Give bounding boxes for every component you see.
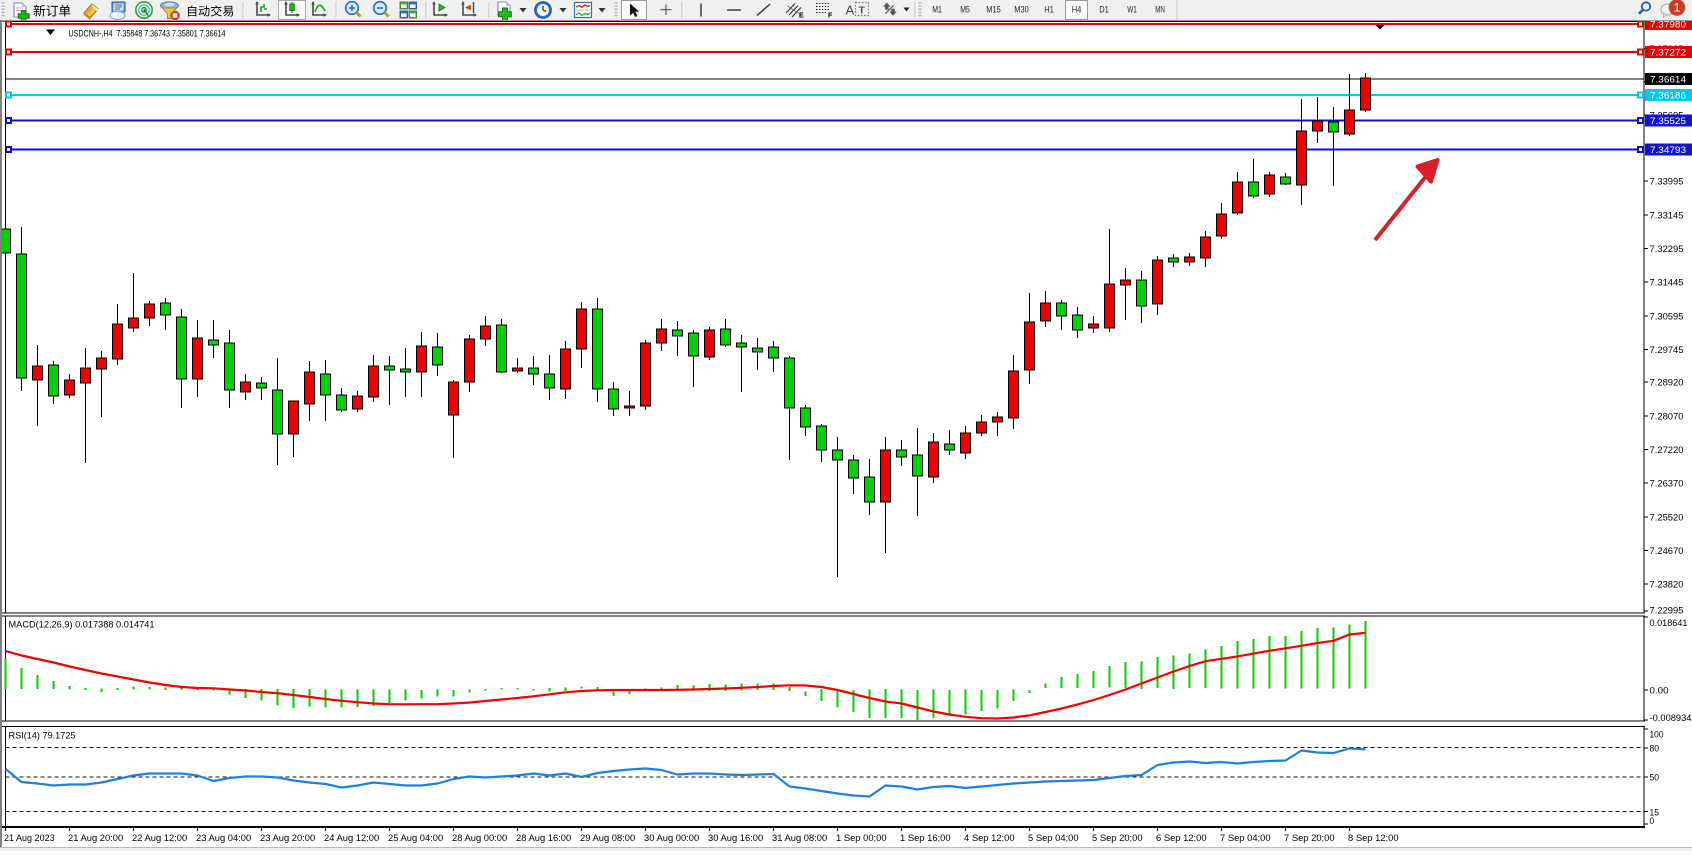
svg-text:7.36186: 7.36186 bbox=[1650, 91, 1686, 102]
svg-text:31 Aug 08:00: 31 Aug 08:00 bbox=[772, 833, 827, 844]
svg-text:6 Sep 12:00: 6 Sep 12:00 bbox=[1156, 833, 1207, 844]
svg-text:1: 1 bbox=[1674, 1, 1681, 15]
svg-text:7.37272: 7.37272 bbox=[1650, 48, 1686, 59]
svg-text:F: F bbox=[828, 13, 833, 20]
svg-text:30 Aug 00:00: 30 Aug 00:00 bbox=[644, 833, 699, 844]
svg-text:M1: M1 bbox=[932, 5, 942, 16]
svg-text:22 Aug 12:00: 22 Aug 12:00 bbox=[132, 833, 187, 844]
svg-text:M15: M15 bbox=[986, 5, 1000, 16]
svg-text:7.29745: 7.29745 bbox=[1650, 345, 1684, 356]
svg-text:5 Sep 20:00: 5 Sep 20:00 bbox=[1092, 833, 1143, 844]
svg-text:21 Aug 20:00: 21 Aug 20:00 bbox=[68, 833, 123, 844]
svg-text:0.00: 0.00 bbox=[1650, 686, 1669, 697]
svg-text:50: 50 bbox=[1650, 773, 1660, 784]
svg-text:7.36614: 7.36614 bbox=[1650, 75, 1686, 86]
svg-text:23 Aug 04:00: 23 Aug 04:00 bbox=[196, 833, 251, 844]
svg-text:7.24670: 7.24670 bbox=[1650, 546, 1684, 557]
svg-text:0.018641: 0.018641 bbox=[1650, 618, 1688, 629]
svg-text:7.22995: 7.22995 bbox=[1650, 605, 1684, 616]
svg-text:7.31445: 7.31445 bbox=[1650, 278, 1684, 289]
svg-text:28 Aug 00:00: 28 Aug 00:00 bbox=[452, 833, 507, 844]
svg-text:15: 15 bbox=[1650, 808, 1660, 819]
svg-text:W1: W1 bbox=[1127, 5, 1137, 16]
svg-text:0: 0 bbox=[1650, 816, 1655, 827]
svg-text:7.23820: 7.23820 bbox=[1650, 580, 1684, 591]
svg-text:8 Sep 12:00: 8 Sep 12:00 bbox=[1348, 833, 1399, 844]
svg-text:80: 80 bbox=[1650, 744, 1660, 755]
svg-text:1 Sep 00:00: 1 Sep 00:00 bbox=[836, 833, 887, 844]
svg-text:7.35525: 7.35525 bbox=[1650, 116, 1686, 127]
svg-text:5 Sep 04:00: 5 Sep 04:00 bbox=[1028, 833, 1079, 844]
svg-text:RSI(14) 79.1725: RSI(14) 79.1725 bbox=[9, 731, 76, 742]
svg-text:D1: D1 bbox=[1099, 5, 1109, 16]
svg-text:23 Aug 20:00: 23 Aug 20:00 bbox=[260, 833, 315, 844]
svg-text:28 Aug 16:00: 28 Aug 16:00 bbox=[516, 833, 571, 844]
svg-text:USDCNH-,H4 7.35848 7.36743 7.: USDCNH-,H4 7.35848 7.36743 7.35801 7.366… bbox=[69, 29, 226, 40]
svg-text:7.37980: 7.37980 bbox=[1650, 20, 1686, 31]
svg-text:1 Sep 16:00: 1 Sep 16:00 bbox=[900, 833, 951, 844]
svg-text:7.26370: 7.26370 bbox=[1650, 479, 1684, 490]
svg-text:7.28070: 7.28070 bbox=[1650, 411, 1684, 422]
svg-text:T: T bbox=[859, 5, 866, 17]
svg-text:7 Sep 04:00: 7 Sep 04:00 bbox=[1220, 833, 1271, 844]
svg-text:-0.008934: -0.008934 bbox=[1650, 713, 1692, 724]
svg-text:4 Sep 12:00: 4 Sep 12:00 bbox=[964, 833, 1015, 844]
svg-text:30 Aug 16:00: 30 Aug 16:00 bbox=[708, 833, 763, 844]
svg-text:7.30595: 7.30595 bbox=[1650, 311, 1684, 322]
svg-text:7.25520: 7.25520 bbox=[1650, 512, 1684, 523]
svg-text:29 Aug 08:00: 29 Aug 08:00 bbox=[580, 833, 635, 844]
svg-text:7.28920: 7.28920 bbox=[1650, 378, 1684, 389]
svg-text:M30: M30 bbox=[1014, 5, 1028, 16]
svg-text:7.33145: 7.33145 bbox=[1650, 210, 1684, 221]
svg-text:7.27220: 7.27220 bbox=[1650, 445, 1684, 456]
svg-text:24 Aug 12:00: 24 Aug 12:00 bbox=[324, 833, 379, 844]
svg-text:7.33995: 7.33995 bbox=[1650, 177, 1684, 188]
svg-text:E: E bbox=[799, 13, 804, 20]
svg-text:21 Aug 2023: 21 Aug 2023 bbox=[4, 833, 55, 844]
svg-text:100: 100 bbox=[1650, 730, 1664, 741]
svg-text:7.34793: 7.34793 bbox=[1650, 145, 1686, 156]
svg-text:7.32295: 7.32295 bbox=[1650, 244, 1684, 255]
svg-text:MN: MN bbox=[1155, 5, 1165, 16]
svg-text:H4: H4 bbox=[1072, 5, 1082, 16]
svg-text:7 Sep 20:00: 7 Sep 20:00 bbox=[1284, 833, 1335, 844]
svg-text:A: A bbox=[846, 3, 855, 18]
svg-text:H1: H1 bbox=[1044, 5, 1054, 16]
svg-text:M5: M5 bbox=[960, 5, 970, 16]
svg-text:MACD(12,26,9) 0.017388 0.01474: MACD(12,26,9) 0.017388 0.014741 bbox=[9, 620, 155, 631]
svg-text:25 Aug 04:00: 25 Aug 04:00 bbox=[388, 833, 443, 844]
